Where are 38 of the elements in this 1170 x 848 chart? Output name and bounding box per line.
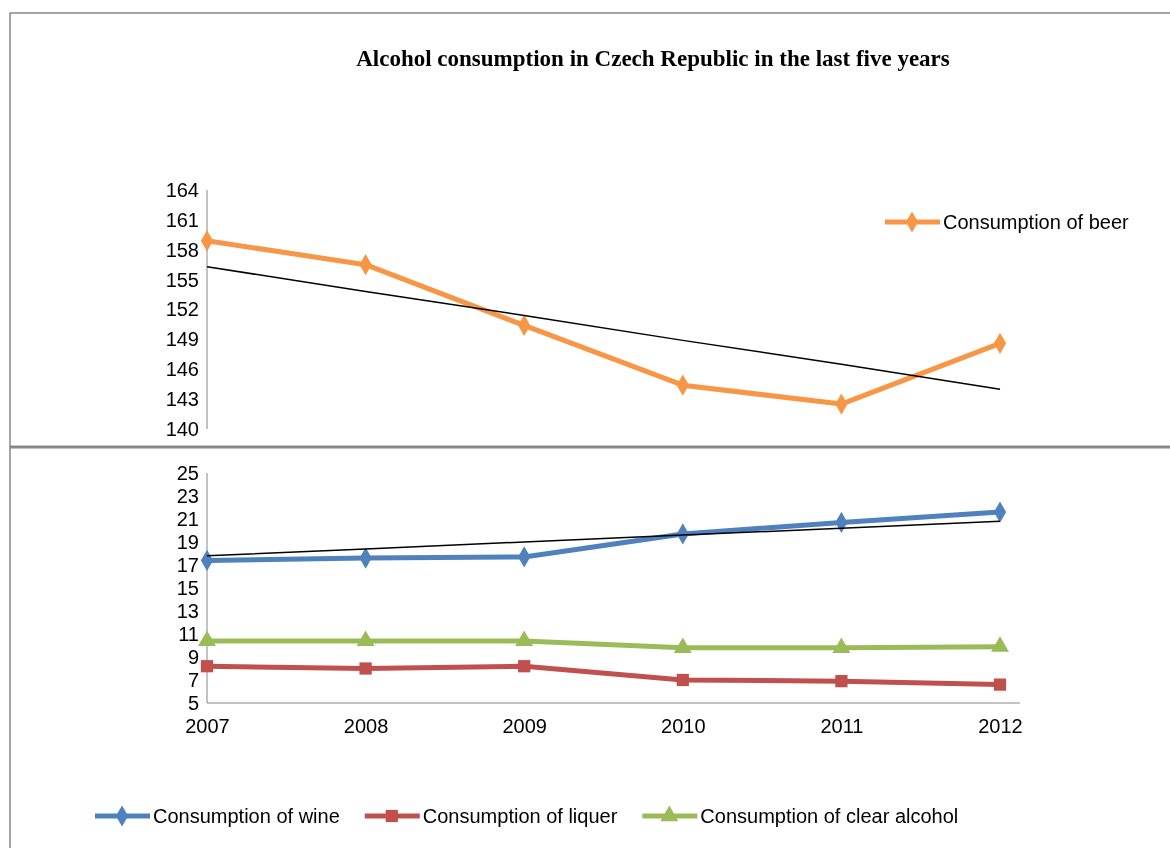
x-tick-label: 2007 — [185, 715, 230, 738]
legend-label: Consumption of beer — [943, 211, 1129, 233]
line-series — [206, 265, 1001, 390]
y-tick-label: 25 — [176, 461, 199, 484]
y-tick-label: 140 — [165, 417, 199, 440]
y-tick-label: 164 — [165, 178, 199, 201]
x-tick-label: 2010 — [661, 715, 706, 738]
y-tick-label: 149 — [165, 328, 199, 351]
x-tick-label: 2008 — [343, 715, 389, 738]
point — [835, 675, 848, 688]
x-tick-label: 2009 — [502, 715, 547, 738]
y-tick-label: 158 — [165, 238, 199, 261]
point — [359, 662, 372, 675]
legend-label: Consumption of clear alcohol — [700, 805, 959, 827]
y-tick-label: 15 — [176, 576, 199, 599]
point — [993, 678, 1007, 691]
y-tick-label: 161 — [165, 208, 199, 231]
y-tick-label: 17 — [176, 553, 199, 576]
y-tick-label: 152 — [165, 298, 199, 321]
y-tick-label: 146 — [165, 358, 199, 381]
x-tick-label: 2011 — [820, 715, 864, 738]
point — [518, 660, 531, 673]
point — [676, 673, 689, 687]
y-tick-label: 21 — [176, 507, 199, 530]
y-tick-label: 7 — [187, 668, 199, 691]
x-tick-label: 2012 — [978, 715, 1023, 738]
y-tick-label: 143 — [165, 388, 199, 411]
y-tick-label: 19 — [176, 530, 199, 553]
y-tick-label: 5 — [187, 691, 199, 714]
point — [200, 660, 214, 673]
chart-title: Alcohol consumption in Czech Republic in the last five years — [356, 46, 950, 71]
y-tick-label: 13 — [176, 599, 199, 622]
legend-label: Consumption of liquer — [422, 805, 618, 827]
y-tick-label: 11 — [178, 622, 199, 645]
y-tick-label: 9 — [187, 645, 199, 668]
y-tick-label: 155 — [165, 268, 199, 291]
y-tick-label: 23 — [176, 484, 199, 507]
legend-label: Consumption of wine — [153, 805, 340, 827]
